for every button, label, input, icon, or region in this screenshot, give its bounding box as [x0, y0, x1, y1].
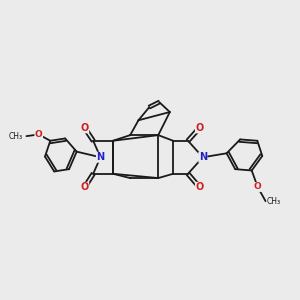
Text: O: O: [80, 182, 89, 192]
Text: N: N: [199, 152, 207, 162]
Text: O: O: [195, 182, 204, 192]
Text: CH₃: CH₃: [9, 132, 23, 141]
Text: O: O: [80, 123, 89, 133]
Text: O: O: [254, 182, 262, 191]
Text: N: N: [96, 152, 104, 162]
Text: CH₃: CH₃: [267, 197, 281, 206]
Text: O: O: [35, 130, 43, 139]
Text: O: O: [195, 123, 204, 133]
